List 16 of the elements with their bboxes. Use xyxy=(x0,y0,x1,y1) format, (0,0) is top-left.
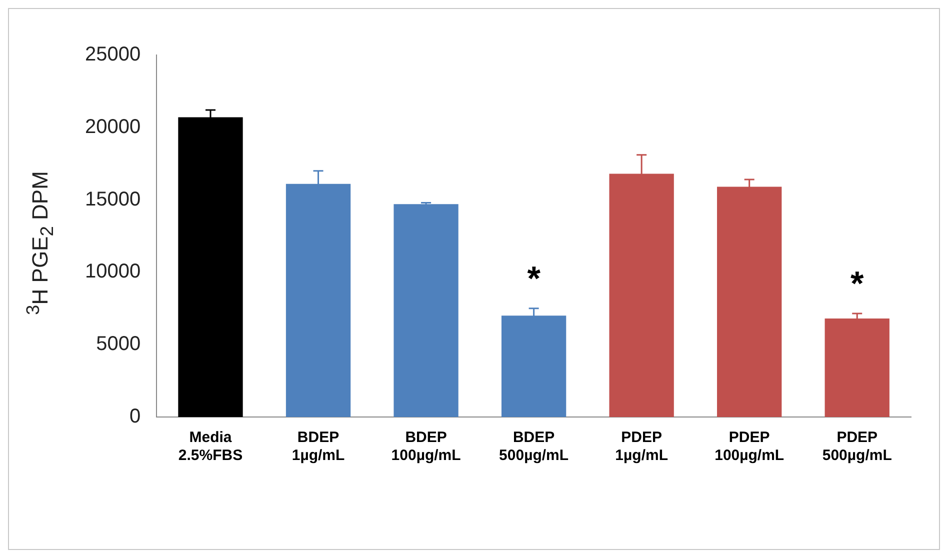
x-tick-label: BDEP 500µg/mL xyxy=(499,429,569,464)
y-tick-label: 5000 xyxy=(96,333,141,356)
annotation: * xyxy=(527,260,542,298)
bar xyxy=(394,204,458,417)
x-tick-label: BDEP 100µg/mL xyxy=(391,429,461,464)
x-tick-label: PDEP 100µg/mL xyxy=(714,429,784,464)
x-tick-label: PDEP 500µg/mL xyxy=(822,429,892,464)
x-tick-label: PDEP 1µg/mL xyxy=(615,429,668,464)
annotation: * xyxy=(850,264,864,303)
y-tick-label: 20000 xyxy=(84,116,141,138)
y-tick-label: 10000 xyxy=(84,260,141,283)
y-tick-label: 15000 xyxy=(84,188,141,210)
y-tick-label: 25000 xyxy=(84,44,141,66)
y-tick-label: 0 xyxy=(129,406,141,428)
x-tick-label: BDEP 1µg/mL xyxy=(292,429,345,464)
x-tick-label: Media 2.5%FBS xyxy=(178,429,243,464)
